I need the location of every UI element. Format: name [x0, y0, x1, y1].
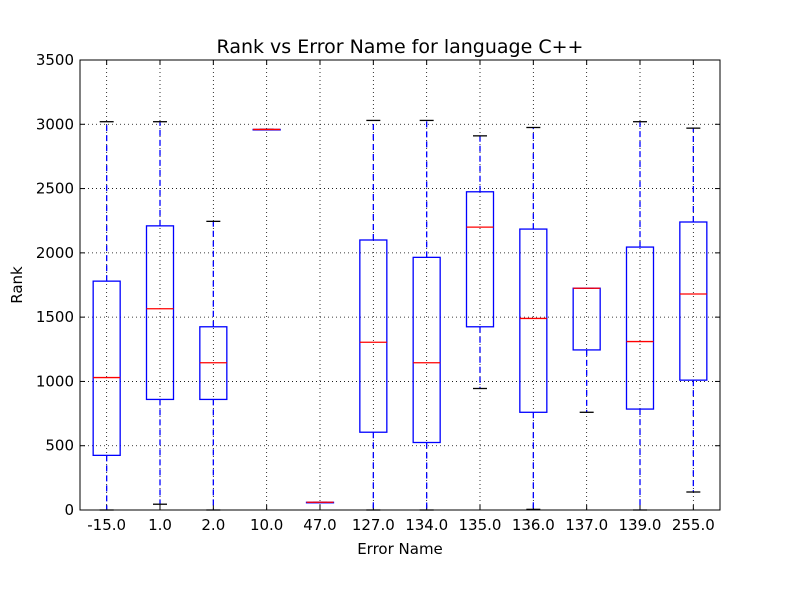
y-tick-label: 3500: [36, 51, 74, 69]
x-tick-label: 137.0: [565, 516, 608, 534]
y-tick-label: 1000: [36, 372, 74, 390]
plot-area: 0 500 1000 1500 2000 2500 3000 3500 -15.0 1.0 2.0 1…: [36, 51, 721, 534]
axes-frame: [79, 59, 721, 511]
y-tick-label: 500: [45, 437, 74, 455]
x-tick-label: 127.0: [352, 516, 395, 534]
box: [412, 256, 441, 444]
box: [92, 280, 121, 457]
box: [359, 239, 388, 433]
y-tick-label: 3000: [36, 115, 74, 133]
x-tick-label: 255.0: [672, 516, 715, 534]
box: [145, 225, 175, 401]
x-tick-label: 47.0: [303, 516, 336, 534]
chart-title: Rank vs Error Name for language C++: [217, 36, 584, 58]
x-tick-label: 1.0: [148, 516, 172, 534]
x-tick-label: 139.0: [619, 516, 662, 534]
x-tick-label: 136.0: [512, 516, 555, 534]
y-tick-label: 1500: [36, 308, 74, 326]
box: [625, 246, 655, 410]
x-tick-label: 134.0: [405, 516, 448, 534]
x-tick-label: -15.0: [87, 516, 126, 534]
x-axis-label: Error Name: [357, 540, 443, 558]
y-tick-label: 2500: [36, 180, 74, 198]
y-tick-label: 2000: [36, 244, 74, 262]
x-tick-label: 135.0: [459, 516, 502, 534]
y-tick-label: 0: [64, 501, 74, 519]
x-tick-label: 2.0: [201, 516, 225, 534]
y-axis-label: Rank: [8, 266, 26, 304]
box: [465, 191, 495, 328]
box: [679, 221, 708, 381]
x-tick-label: 10.0: [250, 516, 283, 534]
box: [519, 228, 548, 413]
